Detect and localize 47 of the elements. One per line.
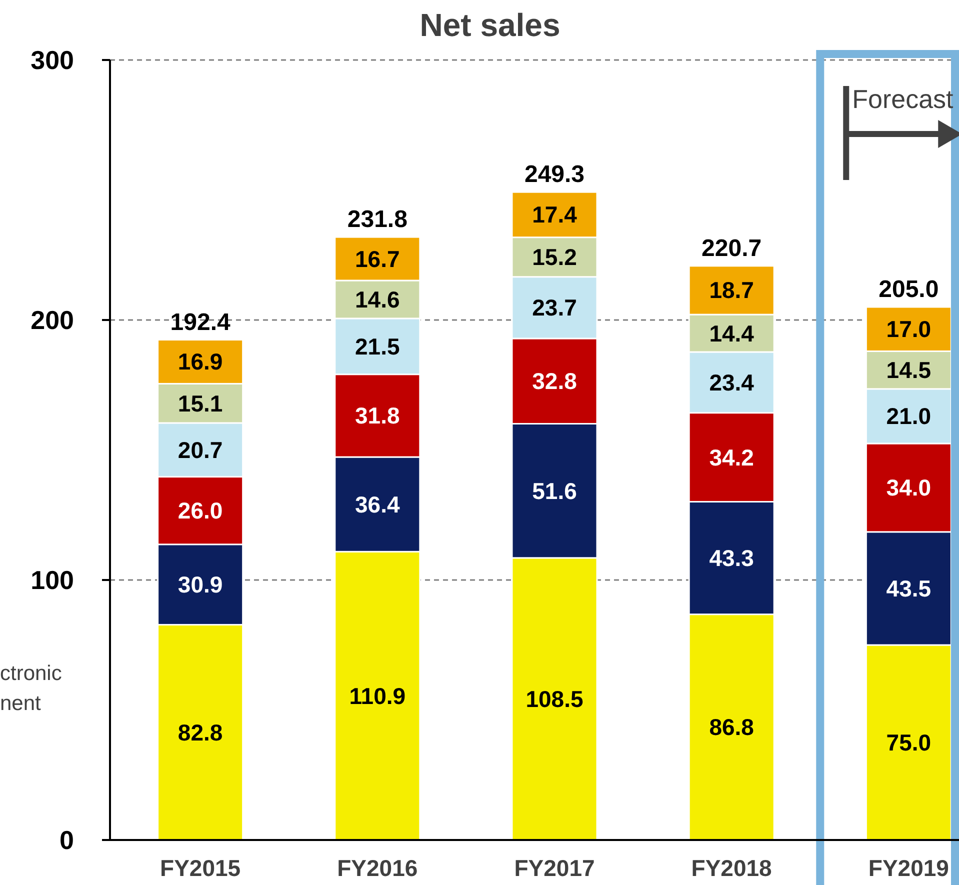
- x-tick-label: FY2017: [514, 855, 595, 881]
- data-label: 20.7: [178, 436, 223, 463]
- data-label: 15.2: [532, 244, 577, 270]
- data-label: 14.4: [709, 320, 754, 346]
- data-label: 82.8: [178, 719, 223, 746]
- y-tick-label: 0: [60, 825, 74, 855]
- data-label: 16.9: [178, 348, 223, 375]
- data-label: 23.4: [709, 369, 754, 396]
- data-label: 21.5: [355, 333, 400, 360]
- data-label: 34.2: [709, 444, 754, 470]
- x-tick-label: FY2016: [337, 855, 418, 881]
- data-label: 86.8: [709, 714, 754, 740]
- data-label: 31.8: [355, 402, 400, 429]
- y-tick-label: 100: [30, 565, 74, 595]
- data-label: 34.0: [886, 474, 932, 501]
- data-label: 30.9: [178, 572, 223, 598]
- data-label: 108.5: [526, 686, 584, 712]
- data-label: 17.0: [886, 316, 932, 342]
- data-label: 16.7: [355, 246, 400, 272]
- total-label: 192.4: [170, 308, 231, 336]
- x-tick-label: FY2015: [160, 855, 241, 881]
- data-label: 36.4: [355, 491, 400, 518]
- data-label: 26.0: [178, 498, 223, 524]
- data-label: 17.4: [532, 202, 578, 228]
- data-label: 32.8: [532, 368, 578, 394]
- total-label: 249.3: [524, 161, 585, 188]
- data-label: 110.9: [349, 682, 406, 709]
- chart-title: Net sales: [420, 7, 560, 43]
- data-label: 15.1: [178, 390, 223, 416]
- total-label: 220.7: [702, 234, 762, 262]
- data-label: 43.5: [886, 575, 932, 602]
- text: nent: [0, 692, 42, 715]
- data-label: 43.3: [709, 545, 754, 572]
- data-label: 75.0: [886, 730, 932, 756]
- text: ctronic: [0, 662, 62, 685]
- data-label: 14.5: [886, 357, 932, 384]
- data-label: 18.7: [709, 277, 754, 304]
- x-tick-label: FY2019: [868, 855, 949, 881]
- total-label: 231.8: [347, 206, 408, 234]
- y-tick-label: 200: [30, 305, 74, 335]
- total-label: 205.0: [878, 276, 939, 303]
- data-label: 14.6: [355, 286, 400, 312]
- data-label: 51.6: [532, 478, 577, 504]
- x-tick-label: FY2018: [691, 855, 772, 881]
- data-label: 21.0: [886, 403, 932, 430]
- data-label: 23.7: [532, 294, 577, 321]
- y-tick-label: 300: [30, 45, 74, 75]
